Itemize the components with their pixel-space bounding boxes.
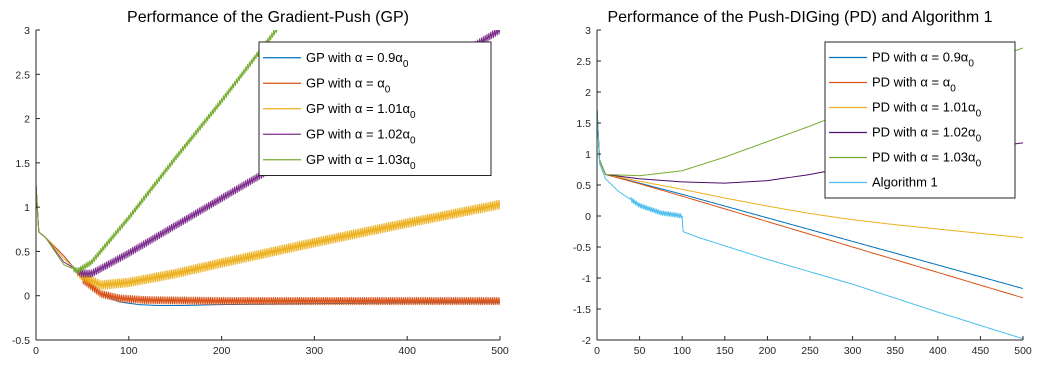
- x-tick-label: 300: [844, 345, 862, 357]
- series-line-0: [597, 109, 1023, 290]
- y-tick-label: 3: [585, 25, 591, 37]
- legend-label-0: GP with α = 0.9α0: [306, 50, 409, 70]
- x-tick-label: 100: [120, 345, 138, 357]
- y-tick-label: 2.5: [576, 56, 591, 68]
- x-tick-label: 350: [886, 345, 904, 357]
- y-tick-label: -2: [582, 335, 591, 347]
- legend-label-1: PD with α = α0: [872, 75, 956, 95]
- chart-title: Performance of the Push-DIGing (PD) and …: [607, 9, 992, 26]
- legend-label-main: PD with α = α: [872, 75, 951, 90]
- legend-label-subscript: 0: [385, 84, 391, 95]
- legend-label-main: GP with α = 0.9α: [306, 50, 403, 65]
- series-line-4: [36, 30, 279, 275]
- legend-label-subscript: 0: [950, 84, 956, 95]
- x-tick-label: 200: [759, 345, 777, 357]
- x-tick-label: 500: [491, 345, 509, 357]
- y-tick-label: 0: [24, 291, 30, 303]
- series-line-1: [597, 109, 1023, 299]
- y-tick-label: 2: [24, 114, 30, 126]
- legend-label-subscript: 0: [976, 159, 982, 170]
- chart-panel-gradient-push: Performance of the Gradient-Push (GP)0 10…: [12, 9, 509, 357]
- y-tick-label: 3: [24, 25, 30, 37]
- y-tick-label: -0.5: [573, 242, 591, 254]
- x-tick-label: 400: [929, 345, 947, 357]
- y-tick-label: 2: [585, 87, 591, 99]
- y-tick-label: 1.5: [576, 118, 591, 130]
- legend-label-main: PD with α = 0.9α: [872, 50, 969, 65]
- y-tick-label: 2.5: [15, 69, 30, 81]
- y-tick-label: 1: [24, 202, 30, 214]
- y-tick-label: 0: [585, 211, 591, 223]
- legend-label-3: GP with α = 1.02α0: [306, 126, 416, 146]
- x-tick-label: 150: [716, 345, 734, 357]
- y-tick-label: 1.5: [15, 158, 30, 170]
- legend-label-main: PD with α = 1.02α: [872, 125, 976, 140]
- legend-label-2: PD with α = 1.01α0: [872, 100, 982, 120]
- x-tick-label: 50: [634, 345, 646, 357]
- legend-label-main: GP with α = 1.03α: [306, 152, 411, 167]
- legend-label-3: PD with α = 1.02α0: [872, 125, 982, 145]
- x-tick-label: 0: [594, 345, 600, 357]
- legend-box: [824, 41, 1016, 199]
- legend-label-subscript: 0: [403, 59, 409, 70]
- y-tick-label: 1: [585, 149, 591, 161]
- x-tick-label: 400: [398, 345, 416, 357]
- legend-label-4: PD with α = 1.03α0: [872, 150, 982, 170]
- legend-label-main: PD with α = 1.03α: [872, 150, 976, 165]
- legend-label-main: GP with α = 1.01α: [306, 101, 411, 116]
- series-line-5: [597, 109, 1023, 340]
- legend-label-subscript: 0: [410, 110, 416, 121]
- legend-label-subscript: 0: [976, 134, 982, 145]
- legend-label-subscript: 0: [976, 109, 982, 120]
- y-tick-label: -1.5: [573, 304, 591, 316]
- legend-label-subscript: 0: [410, 161, 416, 172]
- chart-panel-push-diging: Performance of the Push-DIGing (PD) and …: [573, 9, 1032, 357]
- y-tick-label: 0.5: [576, 180, 591, 192]
- series-line-2: [36, 184, 500, 290]
- x-tick-label: 300: [306, 345, 324, 357]
- y-tick-label: -1: [582, 273, 591, 285]
- x-tick-label: 250: [801, 345, 819, 357]
- legend-label-main: Algorithm 1: [872, 175, 938, 190]
- legend-label-subscript: 0: [968, 59, 974, 70]
- legend-label-2: GP with α = 1.01α0: [306, 101, 416, 121]
- legend-label-0: PD with α = 0.9α0: [872, 50, 974, 70]
- series-line-1: [36, 184, 500, 306]
- x-tick-label: 450: [972, 345, 990, 357]
- legend-label-4: GP with α = 1.03α0: [306, 152, 416, 172]
- legend-label-main: GP with α = 1.02α: [306, 126, 411, 141]
- legend-label-1: GP with α = α0: [306, 75, 391, 95]
- x-tick-label: 500: [1014, 345, 1032, 357]
- legend-label-main: PD with α = 1.01α: [872, 100, 976, 115]
- x-tick-label: 0: [33, 345, 39, 357]
- x-tick-label: 200: [213, 345, 231, 357]
- legend-label-subscript: 0: [410, 135, 416, 146]
- chart-title: Performance of the Gradient-Push (GP): [127, 9, 409, 26]
- series-line-2: [597, 109, 1023, 239]
- legend-label-5: Algorithm 1: [872, 175, 938, 190]
- y-tick-label: 0.5: [15, 246, 30, 258]
- y-tick-label: -0.5: [12, 335, 30, 347]
- x-tick-label: 100: [673, 345, 691, 357]
- legend-label-main: GP with α = α: [306, 75, 385, 90]
